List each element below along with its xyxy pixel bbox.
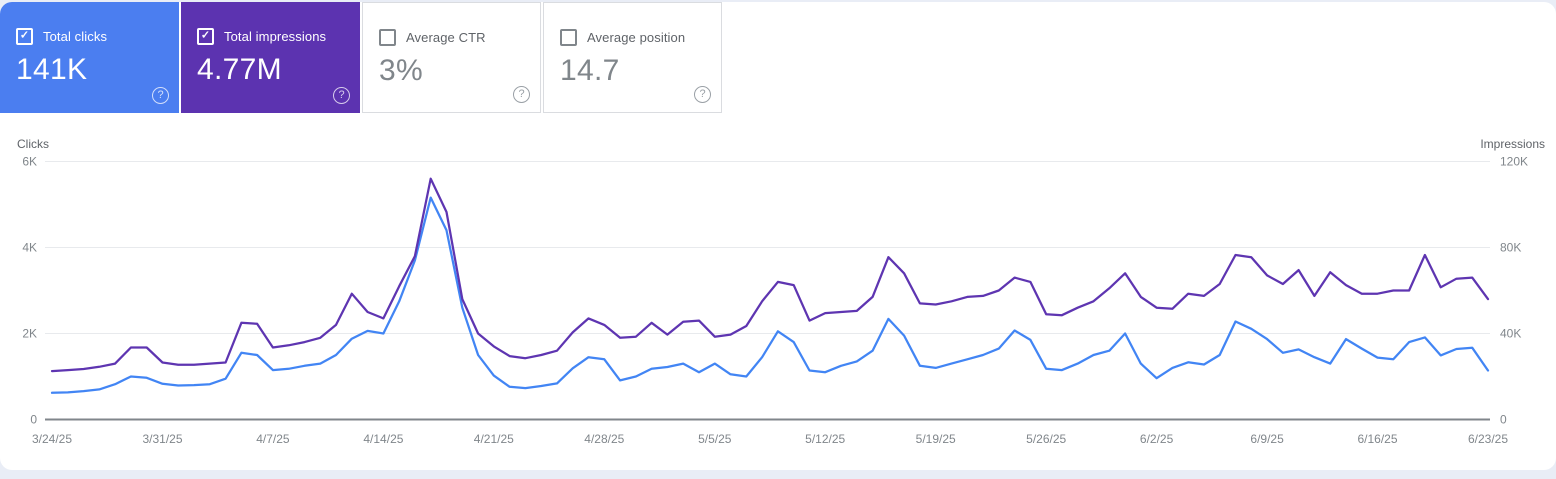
metric-card-label: Average CTR	[406, 30, 486, 45]
metric-card-header: ✓ Average position	[560, 29, 707, 46]
series-line-impressions	[50, 177, 1490, 373]
right-axis-title: Impressions	[1480, 137, 1545, 151]
checkmark-icon: ✓	[19, 29, 30, 42]
x-axis-tick: 5/12/25	[805, 432, 845, 446]
performance-chart[interactable]: 6K 120K 4K 80K 2K 40K 0 0 Clicks Impressions 3/24/…	[0, 132, 1556, 470]
right-axis-tick: 0	[1500, 413, 1507, 427]
series-line-clicks	[50, 196, 1490, 394]
left-axis-tick: 0	[30, 413, 37, 427]
right-axis-tick: 120K	[1500, 155, 1528, 169]
x-axis-tick: 3/31/25	[142, 432, 182, 446]
left-axis-tick: 2K	[22, 327, 37, 341]
metric-card-total-clicks[interactable]: ✓ Total clicks 141K ?	[0, 2, 179, 113]
x-axis-tick: 5/5/25	[698, 432, 732, 446]
metric-card-value: 141K	[16, 53, 88, 86]
left-axis-title: Clicks	[17, 137, 49, 151]
x-axis-tick: 6/2/25	[1140, 432, 1174, 446]
metric-card-average-ctr[interactable]: ✓ Average CTR 3% ?	[362, 2, 541, 113]
average-ctr-checkbox[interactable]: ✓	[379, 29, 396, 46]
metric-card-total-impressions[interactable]: ✓ Total impressions 4.77M ?	[181, 2, 360, 113]
x-axis-tick: 6/16/25	[1357, 432, 1397, 446]
x-axis-tick: 5/19/25	[916, 432, 956, 446]
help-icon[interactable]: ?	[152, 87, 169, 104]
metric-card-header: ✓ Total clicks	[16, 28, 165, 45]
metric-card-value: 3%	[379, 54, 423, 87]
right-axis-tick: 80K	[1500, 241, 1521, 255]
help-icon[interactable]: ?	[694, 86, 711, 103]
help-icon[interactable]: ?	[333, 87, 350, 104]
right-axis-tick: 40K	[1500, 327, 1521, 341]
x-axis-tick: 5/26/25	[1026, 432, 1066, 446]
x-axis-tick: 4/14/25	[363, 432, 403, 446]
metric-card-header: ✓ Average CTR	[379, 29, 526, 46]
left-axis-tick: 6K	[22, 155, 37, 169]
metric-card-value: 14.7	[560, 54, 620, 87]
metric-card-header: ✓ Total impressions	[197, 28, 346, 45]
metric-card-value: 4.77M	[197, 53, 282, 86]
metric-card-label: Total clicks	[43, 29, 108, 44]
x-axis-tick: 4/7/25	[256, 432, 290, 446]
metric-card-average-position[interactable]: ✓ Average position 14.7 ?	[543, 2, 722, 113]
total-impressions-checkbox[interactable]: ✓	[197, 28, 214, 45]
metric-card-label: Average position	[587, 30, 686, 45]
checkmark-icon: ✓	[200, 29, 211, 42]
x-axis-tick: 4/28/25	[584, 432, 624, 446]
x-axis-tick: 6/9/25	[1250, 432, 1284, 446]
x-axis-tick: 4/21/25	[474, 432, 514, 446]
help-icon[interactable]: ?	[513, 86, 530, 103]
metric-cards-row: ✓ Total clicks 141K ? ✓ Total impression…	[0, 2, 1556, 113]
performance-panel: ✓ Total clicks 141K ? ✓ Total impression…	[0, 2, 1556, 470]
x-axis-tick: 3/24/25	[32, 432, 72, 446]
left-axis-tick: 4K	[22, 241, 37, 255]
x-axis-tick: 6/23/25	[1468, 432, 1508, 446]
metric-card-label: Total impressions	[224, 29, 327, 44]
total-clicks-checkbox[interactable]: ✓	[16, 28, 33, 45]
average-position-checkbox[interactable]: ✓	[560, 29, 577, 46]
